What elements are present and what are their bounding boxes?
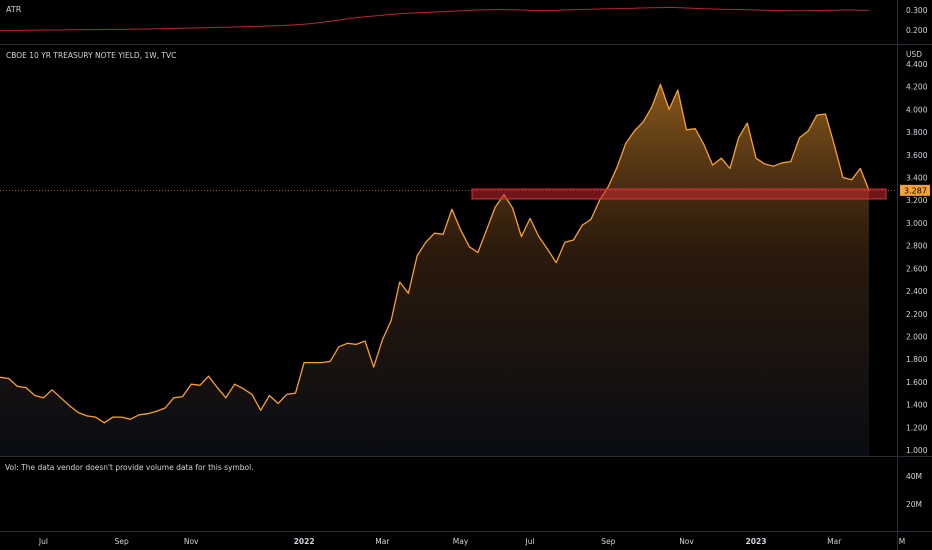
price-axis: 4.400 4.200 4.000 3.800 3.600 3.400 3.200 3.000… — [906, 60, 928, 455]
time-tick: Sep — [115, 537, 129, 546]
time-tick: Jul — [38, 537, 48, 546]
price-tick: 4.000 — [906, 105, 928, 114]
price-tick: 1.200 — [906, 423, 928, 432]
price-tick: 1.600 — [906, 378, 928, 387]
time-tick: Mar — [375, 537, 390, 546]
chart-title: CBOE 10 YR TREASURY NOTE YIELD, 1W, TVC — [6, 51, 176, 60]
price-tick: 2.200 — [906, 310, 928, 319]
price-tick: 2.400 — [906, 287, 928, 296]
volume-panel: Vol: The data vendor doesn't provide vol… — [5, 463, 922, 509]
price-tick: 2.000 — [906, 332, 928, 341]
last-price-value: 3.287 — [904, 186, 927, 195]
price-tick: 3.200 — [906, 196, 928, 205]
volume-tick-40m: 40M — [906, 472, 922, 481]
price-tick: 2.800 — [906, 242, 928, 251]
time-tick: 2023 — [746, 537, 767, 546]
yield-line — [0, 83, 870, 424]
price-tick: 1.000 — [906, 446, 928, 455]
time-tick: Nov — [679, 537, 694, 546]
price-tick: 1.400 — [906, 401, 928, 410]
price-tick: 1.800 — [906, 355, 928, 364]
time-axis: Jul Sep Nov 2022 Mar May Jul Sep Nov 2023 Mar M — [38, 537, 905, 546]
price-tick: 3.600 — [906, 151, 928, 160]
last-price-badge: 3.287 — [900, 184, 930, 196]
time-tick: May — [453, 537, 469, 546]
atr-tick: 0.300 — [906, 6, 928, 15]
atr-tick: 0.200 — [906, 26, 928, 35]
atr-line — [0, 6, 870, 32]
atr-label: ATR — [6, 5, 22, 14]
currency-label: USD — [906, 50, 922, 59]
price-tick: 3.800 — [906, 128, 928, 137]
price-tick: 3.400 — [906, 174, 928, 183]
yield-area-fill — [0, 84, 869, 457]
atr-panel: ATR 0.300 0.200 — [0, 5, 928, 35]
price-tick: 3.000 — [906, 219, 928, 228]
support-zone[interactable] — [471, 188, 887, 200]
price-panel: CBOE 10 YR TREASURY NOTE YIELD, 1W, TVC … — [0, 50, 930, 457]
price-tick: 2.600 — [906, 264, 928, 273]
atr-axis: 0.300 0.200 — [906, 6, 928, 35]
time-tick: M — [899, 537, 905, 546]
time-tick: Sep — [601, 537, 615, 546]
time-tick: Nov — [184, 537, 199, 546]
price-tick: 4.200 — [906, 83, 928, 92]
price-tick: 4.400 — [906, 60, 928, 69]
time-tick: Jul — [525, 537, 535, 546]
volume-tick-20m: 20M — [906, 500, 922, 509]
time-tick: 2022 — [294, 537, 315, 546]
last-price-badge-bg — [900, 184, 930, 196]
volume-note: Vol: The data vendor doesn't provide vol… — [5, 463, 254, 472]
time-tick: Mar — [827, 537, 842, 546]
